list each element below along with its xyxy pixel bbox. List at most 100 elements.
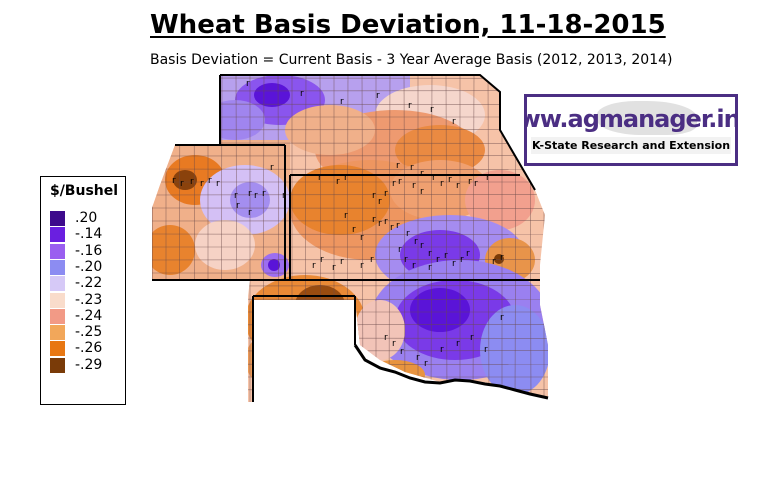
legend-item: .20 xyxy=(50,210,122,227)
grain-elevator-marker: r xyxy=(360,261,364,271)
grain-elevator-marker: r xyxy=(398,177,402,187)
grain-elevator-marker: r xyxy=(254,191,258,201)
grain-elevator-marker: r xyxy=(234,191,238,201)
legend-title: $/Bushel xyxy=(49,183,119,199)
grain-elevator-marker: r xyxy=(248,189,252,199)
grain-elevator-marker: r xyxy=(412,181,416,191)
county-line xyxy=(152,233,548,235)
grain-elevator-marker: r xyxy=(396,161,400,171)
legend-label: -.25 xyxy=(75,324,103,341)
county-line xyxy=(152,168,548,170)
legend-label: -.14 xyxy=(75,226,103,243)
legend-item: -.14 xyxy=(50,226,122,243)
grain-elevator-marker: r xyxy=(430,105,434,115)
county-line xyxy=(487,75,490,402)
grain-elevator-marker: r xyxy=(448,175,452,185)
grain-elevator-marker: r xyxy=(340,257,344,267)
legend: $/Bushel .20 -.14 -.16 -.20 -.22 -.23 -.24 -.25… xyxy=(40,176,126,405)
county-line xyxy=(152,194,548,196)
legend-label: -.26 xyxy=(75,340,103,357)
grain-elevator-marker: r xyxy=(456,181,460,191)
grain-elevator-marker: r xyxy=(236,201,240,211)
legend-label: -.23 xyxy=(75,291,103,308)
grain-elevator-marker: r xyxy=(246,79,250,89)
legend-swatch xyxy=(50,341,65,357)
grain-elevator-marker: r xyxy=(390,223,394,233)
county-line xyxy=(388,75,391,402)
grain-elevator-marker: r xyxy=(340,97,344,107)
grain-elevator-marker: r xyxy=(484,345,488,355)
grain-elevator-marker: r xyxy=(452,117,456,127)
county-line xyxy=(472,75,475,402)
legend-item: -.25 xyxy=(50,324,122,341)
grain-elevator-marker: r xyxy=(416,353,420,363)
grain-elevator-marker: r xyxy=(440,179,444,189)
legend-label: -.16 xyxy=(75,242,103,259)
grain-elevator-marker: r xyxy=(460,255,464,265)
grain-elevator-marker: r xyxy=(400,347,404,357)
legend-swatch xyxy=(50,357,65,373)
grain-elevator-marker: r xyxy=(180,179,184,189)
grain-elevator-marker: r xyxy=(336,177,340,187)
legend-swatch xyxy=(50,308,65,324)
legend-label: .20 xyxy=(75,210,98,226)
state-boundaries xyxy=(152,74,540,402)
county-line xyxy=(152,259,548,261)
legend-label: -.29 xyxy=(75,356,103,373)
grain-elevator-marker: r xyxy=(444,251,448,261)
legend-swatch xyxy=(50,325,65,341)
grain-elevator-marker: r xyxy=(312,261,316,271)
grain-elevator-marker: r xyxy=(468,177,472,187)
grain-elevator-marker: r xyxy=(352,225,356,235)
grain-elevator-marker: r xyxy=(270,163,274,173)
legend-item: -.16 xyxy=(50,242,122,260)
grain-elevator-marker: r xyxy=(208,176,212,186)
agmanager-logo: www.agmanager.info K-State Research and … xyxy=(524,94,738,166)
grain-elevator-marker: r xyxy=(440,345,444,355)
grain-elevator-marker: r xyxy=(360,233,364,243)
legend-label: -.24 xyxy=(75,307,103,324)
grain-elevator-marker: r xyxy=(410,163,414,173)
legend-swatch xyxy=(50,227,65,243)
map-title: Wheat Basis Deviation, 11-18-2015 xyxy=(150,10,666,40)
grain-elevator-marker: r xyxy=(466,249,470,259)
grain-elevator-marker: r xyxy=(332,263,336,273)
grain-elevator-marker: r xyxy=(486,173,490,183)
grain-elevator-marker: r xyxy=(344,211,348,221)
grain-elevator-marker: r xyxy=(344,173,348,183)
grain-elevator-marker: r xyxy=(282,191,286,201)
logo-org-text: K-State Research and Extension xyxy=(531,136,731,154)
grain-elevator-marker: r xyxy=(420,187,424,197)
grain-elevator-marker: r xyxy=(320,255,324,265)
legend-swatch xyxy=(50,259,65,275)
legend-item: -.20 xyxy=(50,259,122,276)
legend-swatch xyxy=(50,292,65,308)
legend-item: -.29 xyxy=(50,356,122,374)
county-line xyxy=(430,75,433,402)
map-subtitle: Basis Deviation = Current Basis - 3 Year… xyxy=(150,52,673,68)
grain-elevator-marker: r xyxy=(378,197,382,207)
grain-elevator-marker: r xyxy=(216,179,220,189)
grain-elevator-marker: r xyxy=(318,173,322,183)
county-line xyxy=(403,75,406,402)
grain-elevator-marker: r xyxy=(384,217,388,227)
grain-elevator-marker: r xyxy=(406,229,410,239)
grain-elevator-marker: r xyxy=(428,249,432,259)
grain-elevator-marker: r xyxy=(392,179,396,189)
county-line xyxy=(445,75,448,402)
grain-elevator-marker: r xyxy=(370,255,374,265)
grain-elevator-marker: r xyxy=(500,253,504,263)
grain-elevator-marker: r xyxy=(500,313,504,323)
grain-elevator-marker: r xyxy=(432,173,436,183)
heat-surface xyxy=(152,75,548,402)
grain-elevator-marker: r xyxy=(200,179,204,189)
grain-elevator-marker: r xyxy=(376,91,380,101)
grain-elevator-marker: r xyxy=(412,261,416,271)
grain-elevator-marker: r xyxy=(378,219,382,229)
grain-elevator-marker: r xyxy=(424,359,428,369)
grain-elevator-marker: r xyxy=(404,255,408,265)
grain-elevator-marker: r xyxy=(190,177,194,187)
grain-elevator-marker: r xyxy=(474,179,478,189)
